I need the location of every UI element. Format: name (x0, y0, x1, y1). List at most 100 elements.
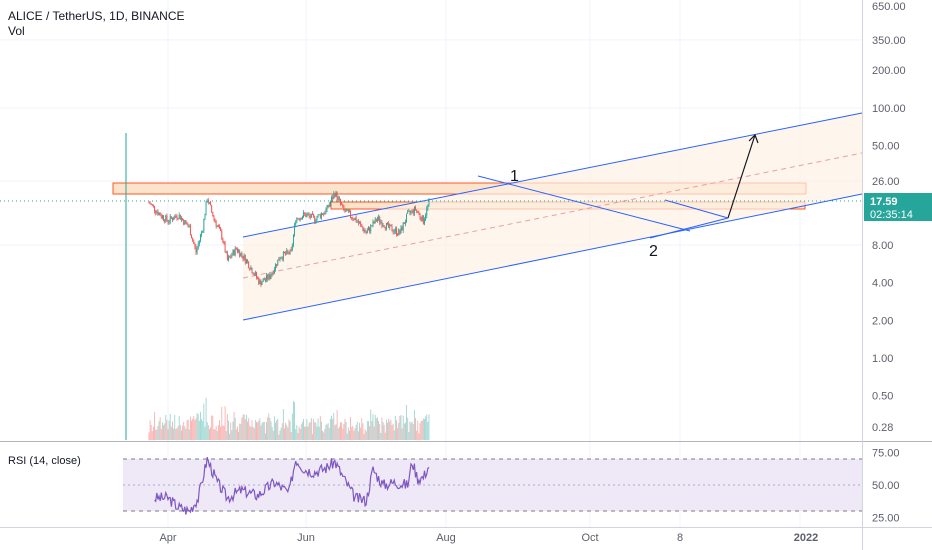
candle-body (318, 214, 320, 216)
candle-body (425, 215, 427, 220)
volume-bar (208, 429, 210, 440)
candle-body (205, 202, 207, 216)
price-scale[interactable]: 650.00 350.00 200.00 100.00 50.00 26.00 8.00 4.… (872, 1, 906, 434)
candle-body (309, 215, 311, 218)
candle-body (180, 218, 182, 220)
volume-bar (229, 433, 231, 440)
volume-bar (365, 431, 367, 440)
candle-body (231, 254, 233, 258)
volume-bar (348, 430, 350, 440)
candle-body (226, 252, 228, 261)
candle-body (345, 210, 347, 212)
candle-body (400, 227, 402, 234)
rsi-scale[interactable]: 75.00 50.00 25.00 (872, 448, 900, 525)
candle-body (417, 210, 419, 213)
volume-bar (215, 425, 217, 440)
volume-bar (371, 421, 373, 440)
candle-body (194, 243, 196, 247)
volume-bar (151, 431, 153, 440)
arrow-head-icon (748, 133, 759, 144)
volume-bar (357, 431, 359, 440)
candle-body (374, 218, 376, 224)
channel-lower-line[interactable] (242, 193, 863, 321)
candle-body (156, 211, 158, 213)
volume-bar (194, 419, 196, 440)
candle-body (241, 252, 243, 256)
volume-bar (300, 424, 302, 440)
short-support-line[interactable] (649, 217, 729, 239)
candle-body (224, 242, 226, 253)
candle-body (406, 213, 408, 222)
candle-body (272, 272, 274, 274)
candle-body (240, 252, 242, 257)
volume-bar (233, 411, 235, 440)
candle-body (172, 218, 173, 221)
candle-body (383, 225, 385, 228)
volume-bar (175, 428, 177, 440)
candle-body (243, 255, 245, 260)
candle-body (223, 242, 225, 244)
candle-body (170, 216, 172, 219)
candle-body (322, 213, 324, 215)
volume-bar (340, 422, 341, 440)
volume-bar (393, 430, 395, 440)
volume-bar (424, 419, 425, 440)
candle-body (297, 218, 299, 220)
time-scale[interactable]: Apr Jun Aug Oct 8 2022 (159, 532, 818, 544)
last-price-badge: 17.59 02:35:14 (864, 193, 932, 221)
volume-bar (355, 424, 357, 440)
candle-body (173, 219, 175, 221)
chart-legend: ALICE / TetherUS, 1D, BINANCE Vol (8, 9, 185, 39)
candle-body (281, 257, 283, 260)
volume-bar (316, 426, 318, 440)
volume-bar (366, 421, 368, 440)
volume-bar (407, 417, 409, 440)
candle-body (228, 256, 229, 261)
candle-body (280, 257, 282, 259)
descending-trendline[interactable] (477, 175, 691, 232)
candle-body (202, 231, 204, 233)
candle-body (420, 217, 422, 222)
volume-bar (403, 423, 405, 440)
volume-bar (207, 425, 209, 440)
volume-bar (213, 429, 215, 440)
candle-body (251, 267, 253, 274)
last-price-value: 17.59 (870, 196, 898, 208)
volume-bar (230, 422, 232, 440)
volume-bar (296, 425, 298, 440)
volume-bar (249, 425, 251, 440)
volume-bar (220, 426, 222, 440)
candle-body (154, 206, 156, 212)
volume-bar (276, 420, 278, 440)
volume-bar (381, 417, 383, 440)
candle-body (275, 264, 276, 270)
volume-bar (252, 426, 254, 440)
candle-body (235, 247, 237, 249)
volume-bar (294, 402, 296, 440)
candle-body (158, 213, 160, 215)
volume-bar (260, 425, 262, 440)
candle-body (334, 193, 336, 197)
candle-body (174, 216, 176, 220)
volume-bar (148, 432, 150, 440)
projection-arrow[interactable] (727, 134, 756, 219)
wedge-top-line[interactable] (664, 199, 729, 219)
channel-upper-line[interactable] (242, 112, 863, 238)
volume-bar (170, 426, 172, 440)
volume-bar (333, 413, 335, 440)
candle-body (359, 222, 360, 224)
volume-bar (206, 422, 208, 440)
volume-bar (152, 426, 154, 440)
candle-body (185, 220, 187, 223)
candle-body (175, 216, 177, 218)
volume-bar (315, 422, 317, 440)
candle-body (356, 221, 358, 223)
candle-body (341, 203, 343, 205)
candle-body (407, 211, 409, 214)
volume-bar (337, 428, 339, 440)
volume-bar (306, 419, 308, 440)
candle-body (208, 202, 210, 204)
volume-bar (222, 425, 224, 440)
volume-bar (317, 418, 319, 440)
